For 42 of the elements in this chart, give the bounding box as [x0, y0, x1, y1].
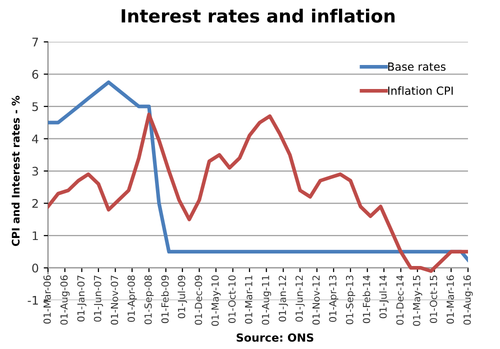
x-tick-label: 01-Oct-15: [430, 276, 438, 323]
x-tick-label: 01-Sep-13: [346, 276, 356, 324]
x-tick-label: 01-Feb-14: [362, 275, 370, 324]
y-tick-label: 5: [32, 102, 38, 112]
legend-label: Base rates: [388, 62, 446, 71]
x-tick-label: 01-Aug-06: [60, 275, 70, 325]
legend-label: Inflation CPI: [388, 86, 453, 95]
source-note: Source: ONS: [236, 333, 314, 342]
x-tick-label: 01-Jul-14: [379, 275, 389, 318]
x-tick-label: 01-May-10: [211, 275, 221, 326]
x-tick-label: 01-Sep-08: [144, 275, 154, 324]
x-tick-label: 01-Jan-07: [77, 276, 86, 322]
x-tick-label: 01-Aug-11: [262, 276, 272, 325]
x-tick-label: 01-Jan-12: [278, 276, 288, 322]
y-tick-label: 2: [32, 199, 38, 208]
chart-title: Interest rates and inflation: [122, 8, 395, 23]
x-tick-label: 01-Jun-07: [94, 276, 104, 322]
y-tick-label: -1: [28, 296, 38, 305]
x-tick-label: 01-Oct-10: [228, 275, 236, 323]
y-axis-title: CPI and Interest rates - %: [12, 96, 20, 246]
x-tick-label: 01-Jun-12: [296, 276, 305, 322]
y-tick-label: 3: [32, 166, 38, 176]
x-tick-label: 01-Mar-16: [446, 275, 454, 324]
x-tick-label: 01-Feb-09: [161, 275, 169, 324]
x-tick-label: 01-Aug-16: [463, 275, 473, 325]
x-tick-label: 01-Apr-08: [128, 275, 137, 322]
y-tick-label: 6: [32, 70, 38, 79]
y-tick-label: 0: [32, 264, 38, 273]
x-tick-label: 01-Dec-09: [194, 275, 202, 325]
y-tick-label: 7: [32, 38, 38, 46]
x-tick-label: 01-Apr-13: [329, 276, 338, 322]
line-series: [48, 80, 468, 262]
x-tick-label: 01-May-15: [412, 276, 422, 326]
x-tick-label: 01-Mar-11: [244, 276, 252, 324]
x-tick-label: 01-Nov-07: [110, 276, 118, 325]
x-tick-label: 01-Nov-12: [312, 276, 320, 325]
line-series: [48, 112, 468, 273]
x-tick-label: 01-Mar-06: [43, 275, 51, 324]
y-tick-label: 4: [32, 134, 38, 144]
x-tick-label: 01-Jul-09: [178, 275, 188, 318]
y-tick-label: 1: [32, 231, 38, 240]
x-tick-label: 01-Dec-14: [396, 275, 404, 325]
